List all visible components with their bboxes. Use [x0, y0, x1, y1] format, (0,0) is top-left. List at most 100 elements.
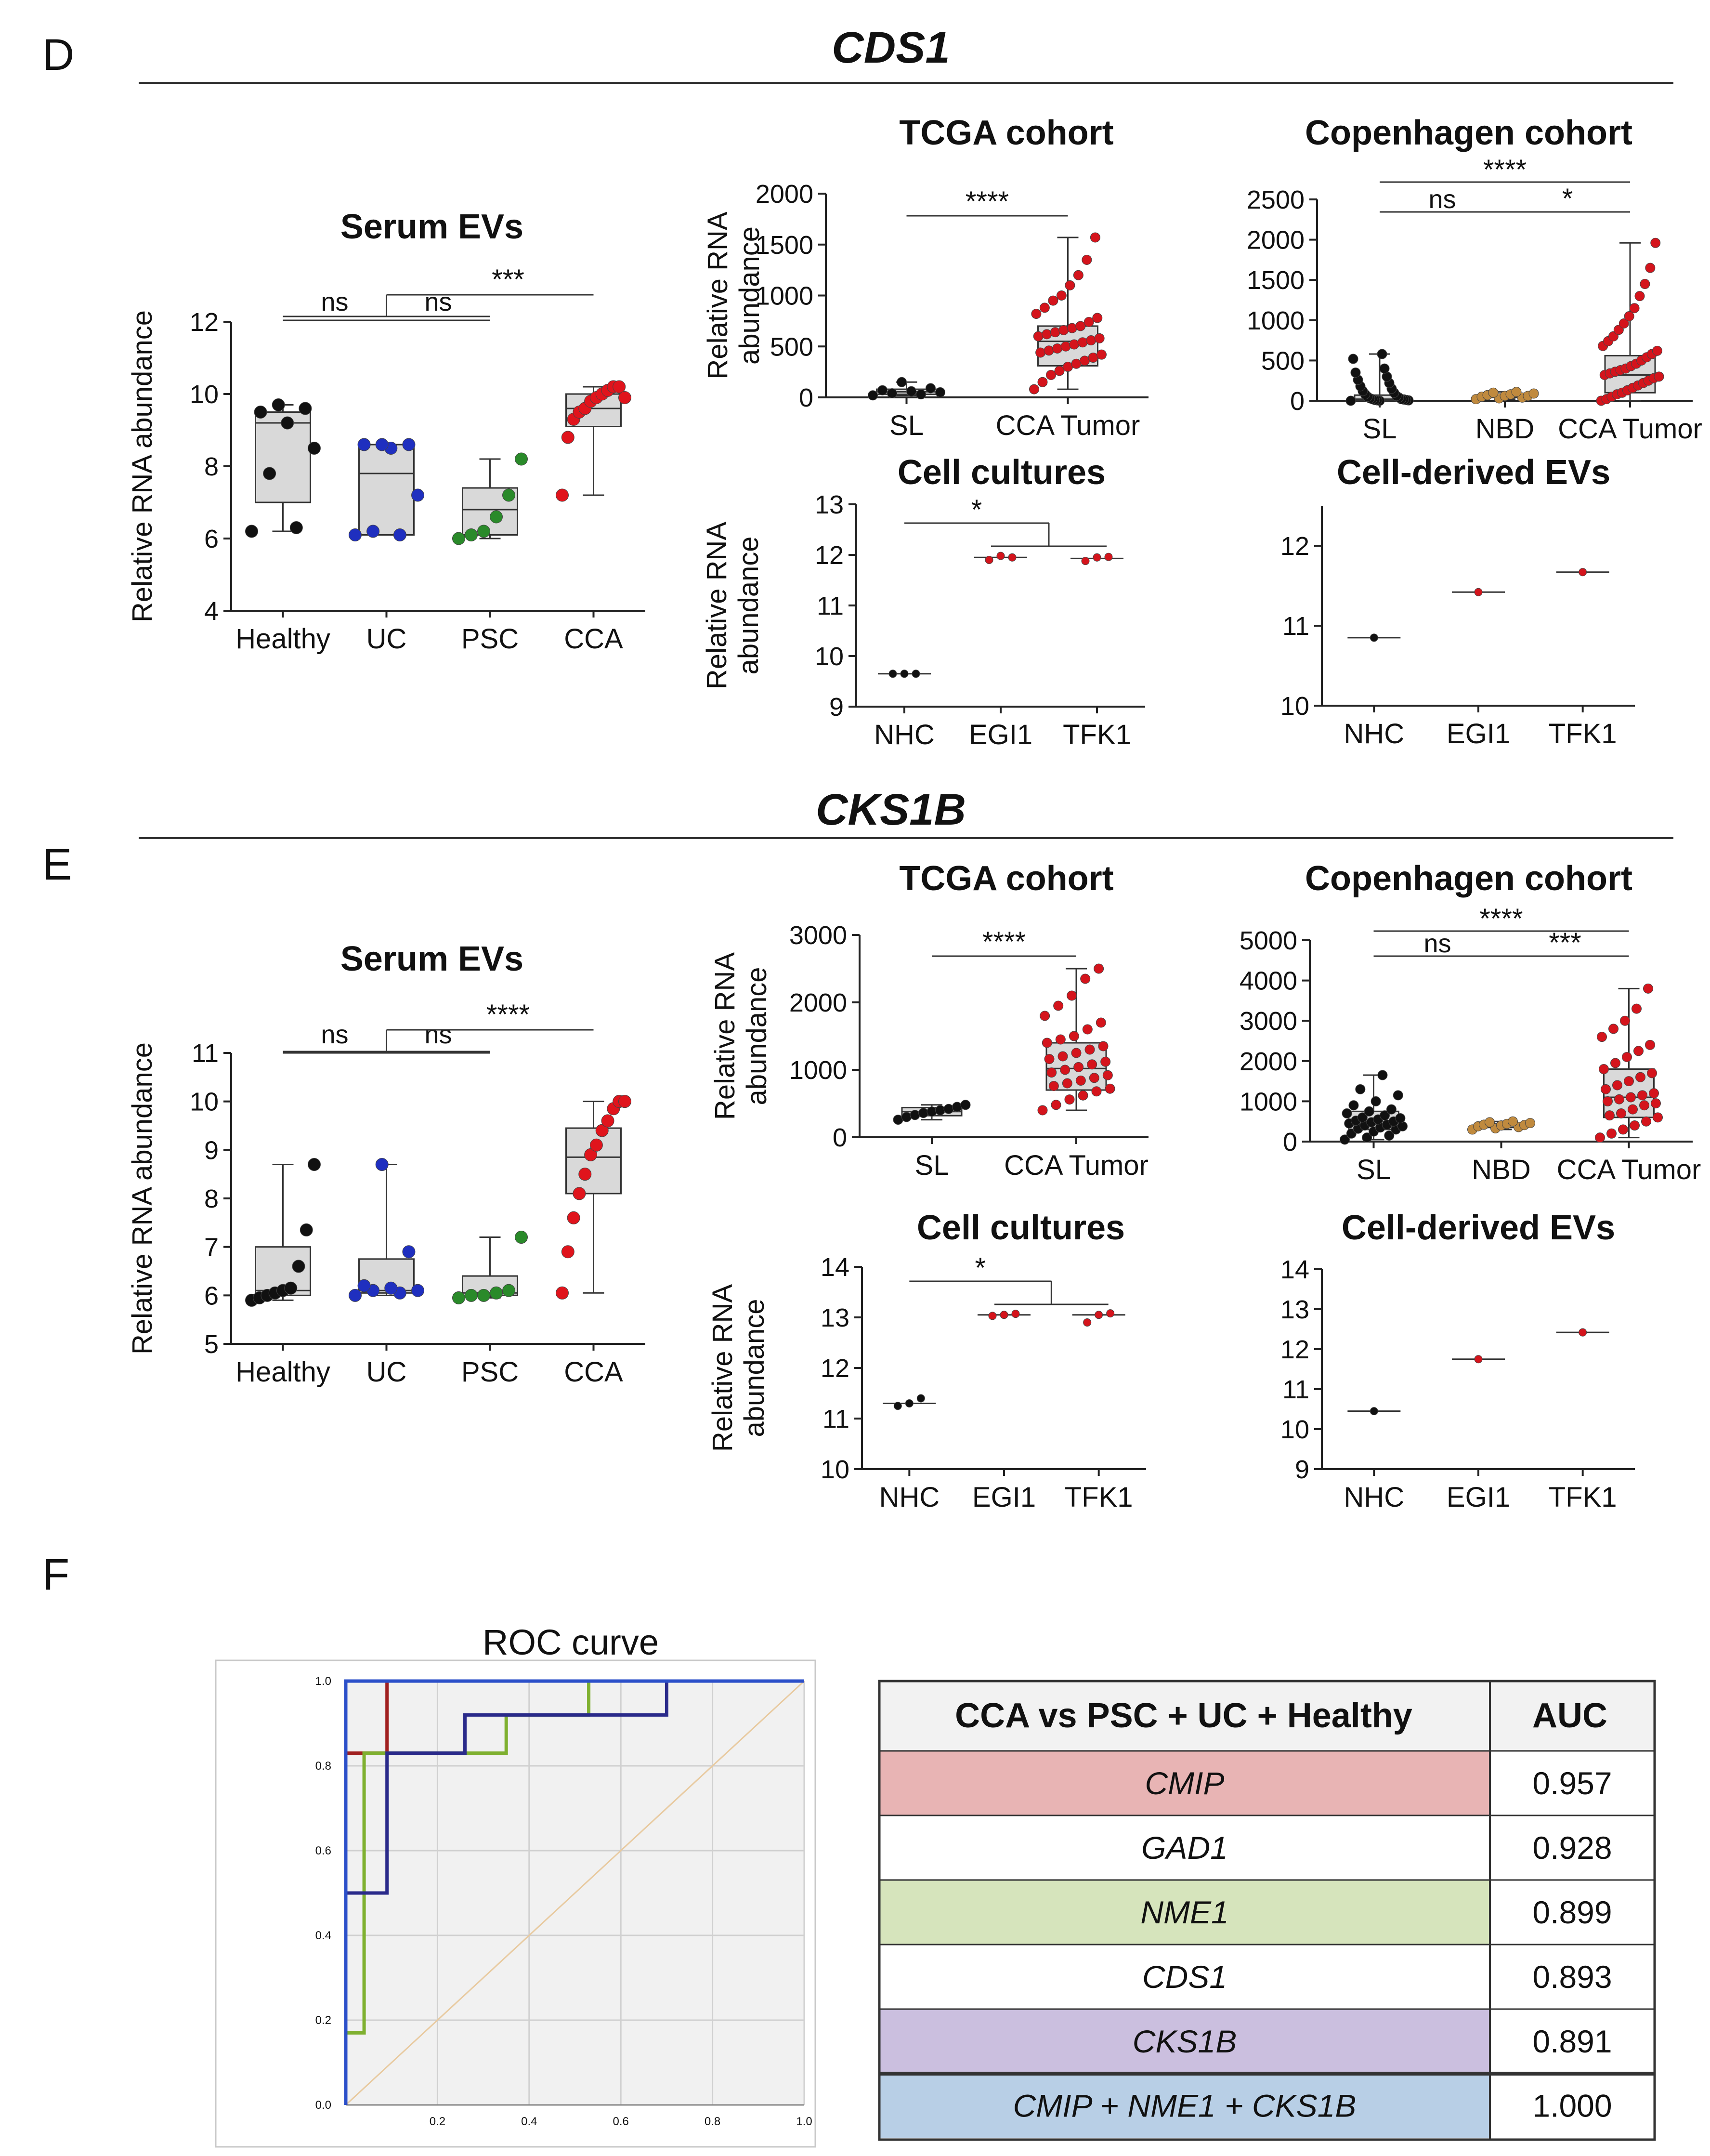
data-point [916, 389, 926, 400]
data-point [1620, 1015, 1630, 1026]
auc-row-value: 1.000 [1532, 2088, 1612, 2124]
data-point [1100, 1056, 1111, 1067]
data-point [1647, 1068, 1657, 1078]
data-point [1046, 1067, 1057, 1078]
data-point [613, 380, 626, 394]
data-point [900, 670, 909, 678]
data-point [1652, 345, 1662, 356]
sig-label-top: *** [492, 264, 524, 295]
data-point [1088, 353, 1098, 363]
y-tick-label: 4000 [1240, 967, 1297, 996]
charts-layer: Serum EVs 4 6 8 10 12 Healthy UC PSC CCA Relative … [127, 114, 1702, 1513]
data-point [1626, 1092, 1636, 1103]
data-point [1048, 1081, 1059, 1091]
x-category-label: TFK1 [1063, 719, 1131, 750]
auc-row-value: 0.928 [1532, 1830, 1612, 1866]
data-point [1629, 303, 1640, 314]
chart-title: Serum EVs [340, 208, 523, 246]
data-point [465, 1288, 478, 1302]
data-point [1377, 349, 1387, 359]
data-point [901, 1112, 912, 1122]
data-point [452, 532, 465, 545]
x-category-label: Healthy [235, 623, 330, 655]
data-point [893, 1115, 903, 1125]
roc-title: ROC curve [483, 1622, 659, 1662]
data-point [477, 525, 490, 538]
x-category-label: NBD [1472, 1154, 1530, 1185]
data-point [245, 525, 258, 538]
data-point [905, 1399, 914, 1407]
y-tick-label: 13 [815, 490, 844, 519]
y-tick-label: 5 [204, 1330, 219, 1359]
data-point [502, 1284, 515, 1297]
y-tick-label: 500 [1261, 346, 1305, 375]
x-category-label: NBD [1475, 413, 1534, 445]
data-point [1485, 1117, 1495, 1128]
sig-label-pair2: ns [424, 1020, 452, 1049]
data-point [1067, 323, 1077, 333]
sig-label-top: **** [486, 999, 530, 1030]
data-point [1645, 1039, 1655, 1050]
x-category-label: NHC [874, 719, 935, 750]
data-point [1044, 345, 1054, 356]
sig-label-top: * [971, 494, 982, 526]
data-point [1075, 1075, 1086, 1086]
y-tick-label: 7 [204, 1233, 219, 1262]
chart-title: Cell-derived EVs [1342, 1209, 1615, 1247]
auc-row-bg [879, 1880, 1490, 1945]
data-point [1086, 335, 1096, 346]
data-point [893, 1402, 902, 1410]
data-point [284, 1281, 298, 1295]
x-category-label: CCA Tumor [1004, 1150, 1149, 1181]
data-point [1624, 1076, 1634, 1087]
data-point [1474, 588, 1483, 596]
y-axis-label-line1: Relative RNA [701, 522, 732, 689]
data-point [1071, 358, 1082, 369]
data-point [1037, 377, 1048, 387]
data-point [1616, 1108, 1626, 1118]
data-point [300, 1223, 313, 1236]
data-point [1092, 313, 1103, 323]
data-point [1000, 1311, 1008, 1319]
data-point [254, 406, 267, 419]
data-point [1065, 280, 1075, 290]
data-point [1511, 387, 1522, 397]
auc-row-bg [879, 1751, 1490, 1815]
data-point [384, 1281, 398, 1295]
data-point [1067, 990, 1077, 1001]
y-tick-label: 11 [817, 592, 844, 620]
data-point [1069, 339, 1080, 350]
y-tick-label: 13 [821, 1303, 849, 1332]
data-point [595, 1124, 609, 1137]
data-point [1081, 557, 1090, 565]
data-point [490, 510, 503, 524]
data-point [935, 387, 945, 397]
data-point [988, 1312, 997, 1320]
x-category-label: SL [1357, 1154, 1391, 1185]
y-tick-label: 500 [770, 332, 813, 361]
y-tick-label: 9 [1295, 1455, 1309, 1484]
data-point [1370, 633, 1378, 642]
y-tick-label: 12 [1280, 1335, 1309, 1364]
y-axis-label: Relative RNA abundance [127, 1042, 158, 1354]
data-point [589, 1138, 603, 1152]
roc-y-tick-label: 0.8 [315, 1760, 331, 1773]
data-point [1075, 321, 1086, 331]
data-point [1090, 232, 1100, 243]
data-point [1060, 1065, 1070, 1075]
data-point [1054, 366, 1065, 376]
chart-title: TCGA cohort [899, 859, 1113, 898]
auc-row-value: 0.899 [1532, 1894, 1612, 1930]
roc-y-tick-label: 0.4 [315, 1929, 331, 1942]
data-point [1355, 1084, 1366, 1094]
data-point [411, 1284, 424, 1297]
data-point [452, 1291, 465, 1304]
data-point [366, 525, 380, 538]
data-point [1370, 1407, 1378, 1416]
data-point [1080, 355, 1090, 366]
data-point [1649, 1088, 1659, 1099]
auc-header-label: CCA vs PSC + UC + Healthy [955, 1696, 1412, 1735]
x-category-label: EGI1 [1447, 1482, 1510, 1513]
chart-E_copen: Copenhagen cohort 0 1000 2000 3000 4000 5000 SL… [1240, 859, 1701, 1185]
